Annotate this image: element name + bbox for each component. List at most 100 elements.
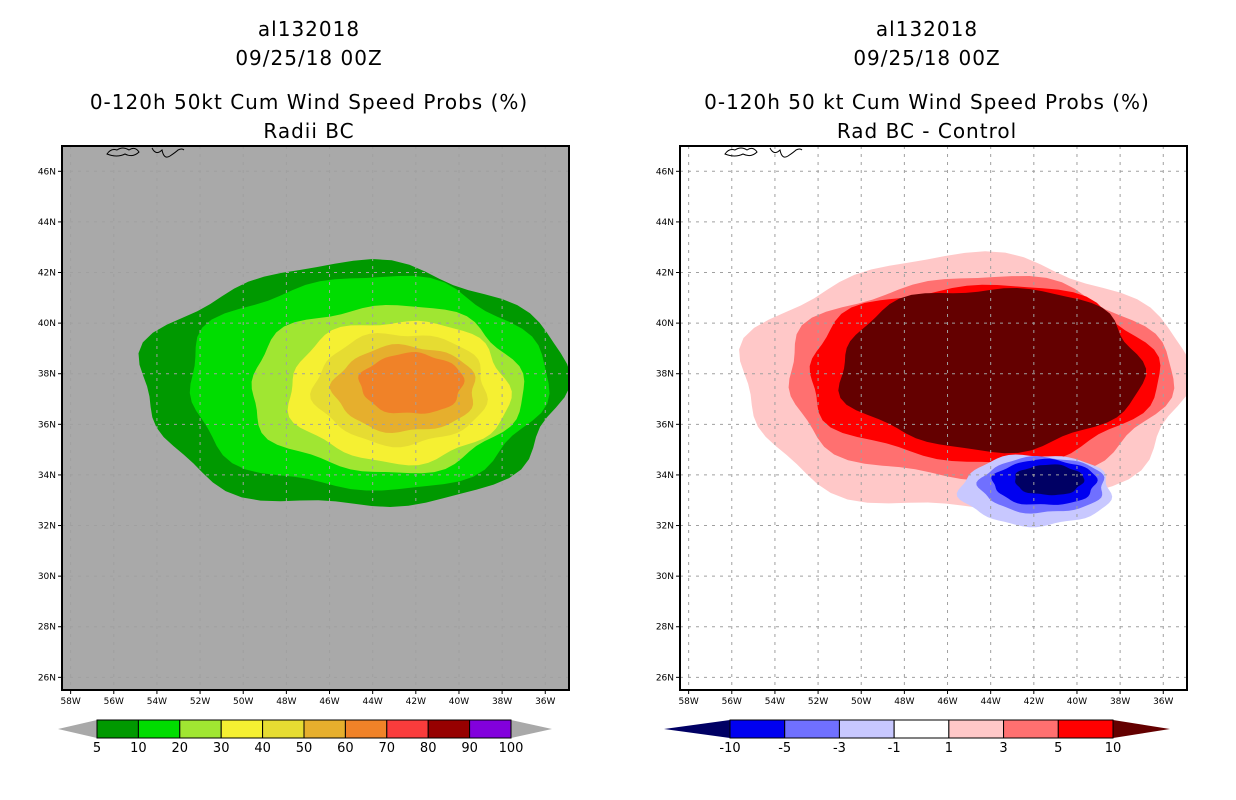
right-ytick-label: 34N (656, 471, 674, 481)
right-colorbar-swatch (838, 719, 895, 739)
left-colorbar-swatch (427, 719, 471, 739)
left-title-product: 0-120h 50kt Cum Wind Speed Probs (%) (89, 90, 529, 114)
left-ytick-label: 40N (38, 319, 56, 329)
right-ytick-label: 46N (656, 167, 674, 177)
left-map-area (62, 146, 569, 690)
left-colorbar: 5 10 20 30 40 50 60 70 80 90 100 (58, 719, 552, 756)
left-colorbar-swatch (220, 719, 264, 739)
left-xtick-label: 36W (535, 697, 555, 707)
left-colorbar-swatch (179, 719, 222, 739)
left-contour-60 (358, 352, 465, 414)
right-title-subtitle: Rad BC - Control (836, 119, 1018, 143)
left-xtick-label: 46W (319, 697, 339, 707)
right-xtick-label: 48W (894, 697, 914, 707)
left-ytick-label: 42N (38, 269, 56, 279)
left-coastline (106, 147, 140, 157)
left-xtick-label: 38W (492, 697, 512, 707)
left-colorbar-label: 70 (379, 741, 396, 756)
left-xtick-label: 58W (60, 697, 80, 707)
right-xtick-label: 50W (851, 697, 871, 707)
left-ytick-label: 34N (38, 471, 56, 481)
left-title-date: 09/25/18 00Z (235, 46, 383, 70)
right-contour-10 (838, 288, 1147, 454)
right-ytick-label: 44N (656, 218, 674, 228)
right-colorbar-swatch (948, 719, 1005, 739)
right-map-area (680, 146, 1187, 690)
left-colorbar-swatch (303, 719, 346, 739)
right-xtick-label: 52W (808, 697, 828, 707)
right-colorbar-label: -1 (888, 741, 901, 756)
right-colorbar-label: 5 (1054, 741, 1062, 756)
right-ytick-label: 38N (656, 370, 674, 380)
right-colorbar-label: 10 (1105, 741, 1122, 756)
right-colorbar: -10 -5 -3 -1 1 3 5 10 (664, 719, 1170, 756)
right-ytick-label: 36N (656, 420, 674, 430)
right-ytick-label: 42N (656, 269, 674, 279)
right-xtick-label: 56W (722, 697, 742, 707)
right-colorbar-swatch (1057, 719, 1114, 739)
right-panel: 46N 44N 42N 40N 38N 36N 34N 32N 30N 28N 26N 58W 56W 5… (656, 145, 1188, 756)
right-coastline (724, 147, 758, 157)
right-colorbar-label: 1 (945, 741, 953, 756)
right-colorbar-swatch (784, 719, 840, 739)
right-colorbar-label: -3 (833, 741, 846, 756)
right-colorbar-swatch (1003, 719, 1059, 739)
left-colorbar-over-triangle (511, 720, 552, 738)
right-colorbar-swatch (729, 719, 786, 739)
left-ytick-label: 44N (38, 218, 56, 228)
right-colorbar-over-triangle (1113, 720, 1170, 738)
right-xtick-label: 36W (1153, 697, 1173, 707)
right-title-date: 09/25/18 00Z (853, 46, 1001, 70)
right-xtick-label: 42W (1024, 697, 1044, 707)
right-title-product: 0-120h 50 kt Cum Wind Speed Probs (%) (704, 90, 1150, 114)
right-map-frame (679, 145, 1188, 691)
left-colorbar-under-triangle (58, 720, 97, 738)
right-xtick-label: 38W (1110, 697, 1130, 707)
left-colorbar-swatch (469, 719, 512, 739)
right-title-storm-id: al132018 (875, 17, 979, 41)
left-xtick-label: 56W (104, 697, 124, 707)
right-colorbar-label: -5 (778, 741, 791, 756)
right-xtick-label: 44W (980, 697, 1000, 707)
right-colorbar-under-triangle (664, 720, 730, 738)
left-xtick-label: 48W (276, 697, 296, 707)
left-colorbar-label: 20 (172, 741, 189, 756)
left-colorbar-label: 30 (213, 741, 230, 756)
left-xtick-label: 42W (406, 697, 426, 707)
left-title-subtitle: Radii BC (263, 119, 355, 143)
left-colorbar-label: 90 (461, 741, 478, 756)
left-ytick-label: 46N (38, 167, 56, 177)
right-xtick-label: 54W (765, 697, 785, 707)
right-contour-neg10 (1015, 464, 1085, 496)
left-colorbar-swatch (262, 719, 305, 739)
left-title-storm-id: al132018 (257, 17, 361, 41)
left-colorbar-swatch (344, 719, 388, 739)
left-colorbar-swatch (96, 719, 139, 739)
right-ytick-label: 32N (656, 522, 674, 532)
right-xtick-label: 46W (937, 697, 957, 707)
right-ytick-label: 26N (656, 673, 674, 683)
left-colorbar-label: 50 (296, 741, 313, 756)
left-colorbar-swatch (137, 719, 181, 739)
left-panel: 46N 44N 42N 40N 38N 36N 34N 32N 30N 28N 26N 58W 56W 5… (38, 145, 570, 756)
left-xtick-label: 54W (147, 697, 167, 707)
left-ytick-label: 26N (38, 673, 56, 683)
left-colorbar-label: 40 (254, 741, 271, 756)
left-xtick-label: 52W (190, 697, 210, 707)
left-colorbar-label: 80 (420, 741, 437, 756)
left-colorbar-swatch (386, 719, 429, 739)
left-ytick-label: 28N (38, 623, 56, 633)
left-colorbar-label: 60 (337, 741, 354, 756)
left-xtick-label: 44W (362, 697, 382, 707)
left-colorbar-label: 100 (499, 741, 524, 756)
right-colorbar-label: -10 (719, 741, 740, 756)
right-ytick-label: 30N (656, 572, 674, 582)
right-colorbar-label: 3 (999, 741, 1007, 756)
left-map-frame (61, 145, 570, 691)
right-colorbar-swatch (893, 719, 950, 739)
left-colorbar-label: 5 (93, 741, 101, 756)
left-colorbar-label: 10 (130, 741, 147, 756)
left-ytick-label: 36N (38, 420, 56, 430)
left-xtick-label: 40W (449, 697, 469, 707)
